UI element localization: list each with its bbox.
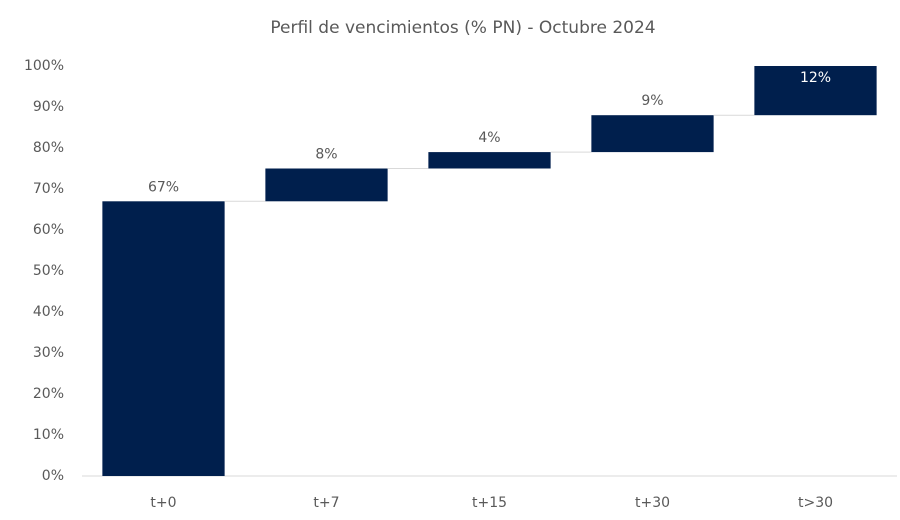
y-tick-label: 70% — [33, 181, 64, 197]
x-tick-label: t>30 — [798, 495, 833, 511]
y-tick-label: 30% — [33, 345, 64, 361]
y-tick-label: 90% — [33, 99, 64, 115]
x-tick-label: t+7 — [313, 495, 339, 511]
chart-title: Perfil de vencimientos (% PN) - Octubre … — [270, 18, 655, 38]
x-tick-label: t+0 — [150, 495, 176, 511]
x-tick-label: t+15 — [472, 495, 507, 511]
data-label: 12% — [800, 70, 831, 86]
bar — [428, 152, 551, 169]
data-label: 67% — [148, 179, 179, 195]
bar — [265, 168, 388, 202]
data-label: 8% — [315, 147, 337, 163]
y-tick-label: 0% — [42, 468, 64, 484]
y-tick-label: 50% — [33, 263, 64, 279]
bar — [754, 66, 877, 116]
y-tick-label: 10% — [33, 427, 64, 443]
data-label: 4% — [478, 130, 500, 146]
bar — [102, 201, 225, 477]
y-tick-label: 80% — [33, 140, 64, 156]
y-tick-label: 100% — [24, 58, 64, 74]
y-tick-label: 40% — [33, 304, 64, 320]
bar — [591, 115, 714, 153]
y-tick-label: 20% — [33, 386, 64, 402]
y-tick-label: 60% — [33, 222, 64, 238]
x-tick-label: t+30 — [635, 495, 670, 511]
data-label: 9% — [641, 93, 663, 109]
